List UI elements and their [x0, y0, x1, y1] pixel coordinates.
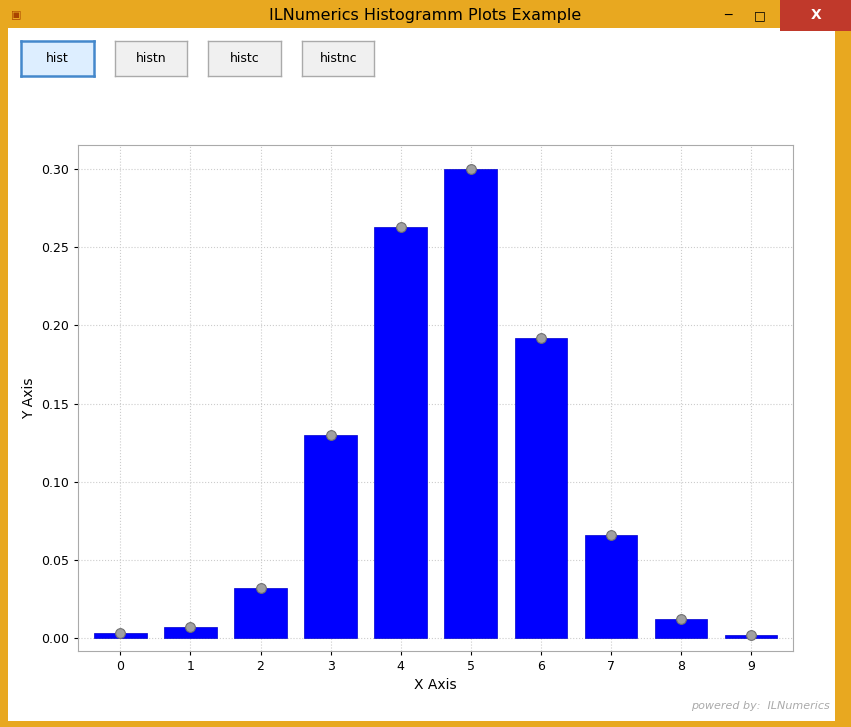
Text: ▣: ▣ — [11, 10, 21, 20]
Bar — [585, 535, 637, 638]
Bar — [515, 338, 567, 638]
Bar — [164, 627, 217, 638]
Text: histc: histc — [230, 52, 260, 65]
Bar — [654, 619, 707, 638]
Y-axis label: Y Axis: Y Axis — [22, 377, 36, 419]
Text: histnc: histnc — [319, 52, 357, 65]
Bar — [94, 633, 146, 638]
Bar — [374, 227, 427, 638]
Bar — [234, 588, 287, 638]
Text: hist: hist — [46, 52, 69, 65]
Bar — [725, 635, 777, 638]
Text: powered by:  ILNumerics: powered by: ILNumerics — [691, 701, 830, 711]
X-axis label: X Axis: X Axis — [414, 678, 457, 692]
Bar — [305, 435, 357, 638]
Text: X: X — [810, 8, 821, 23]
Text: ─: ─ — [724, 9, 731, 22]
Text: ILNumerics Histogramm Plots Example: ILNumerics Histogramm Plots Example — [270, 8, 581, 23]
Text: histn: histn — [136, 52, 166, 65]
Text: □: □ — [754, 9, 766, 22]
Bar — [444, 169, 497, 638]
